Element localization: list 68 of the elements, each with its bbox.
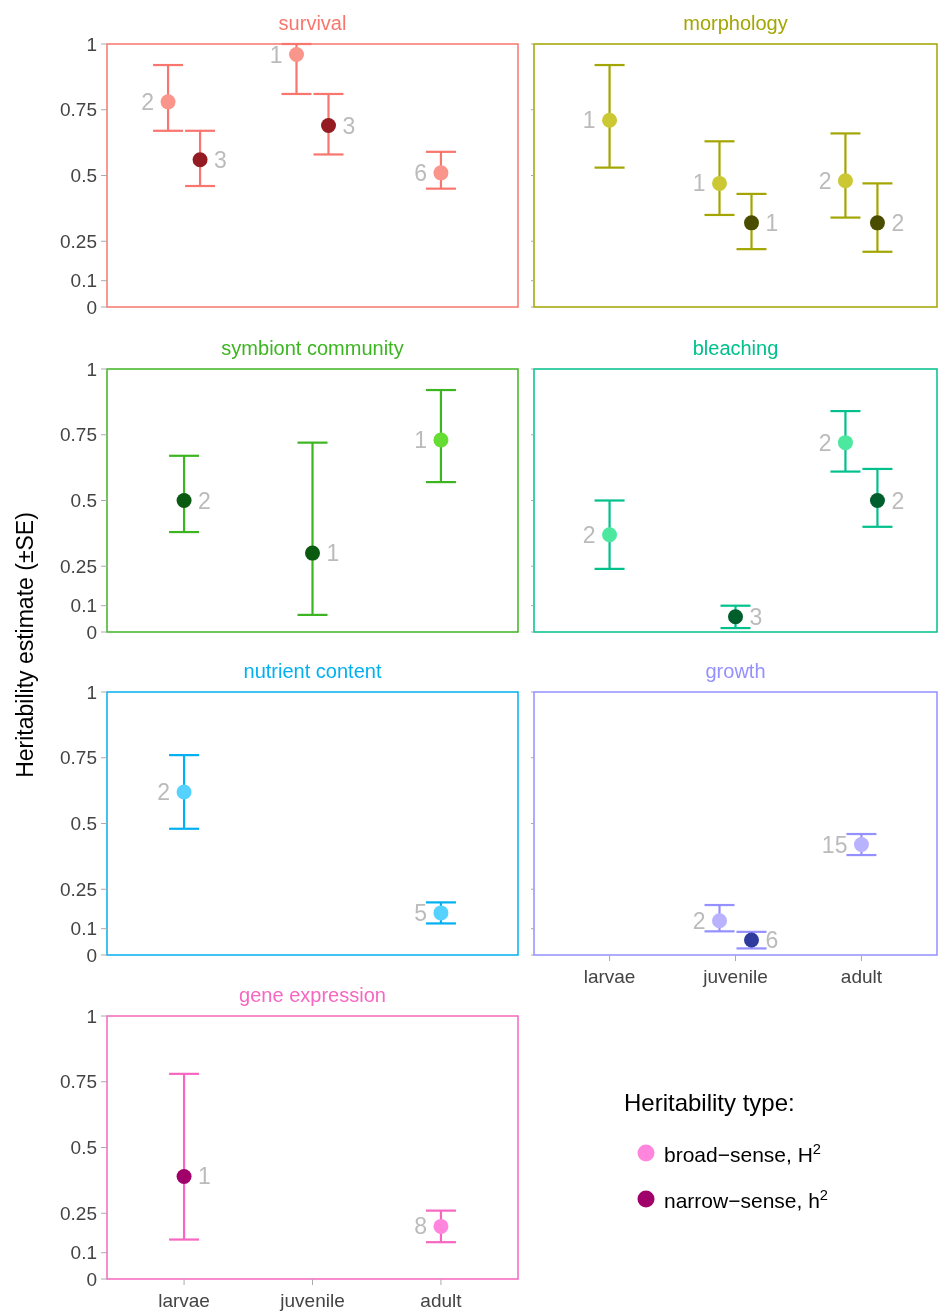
chart-title: growth [705, 660, 766, 682]
annotation: 2 [891, 209, 905, 236]
y-tick-label: 0.1 [70, 1242, 97, 1264]
y-tick-label: 0.5 [70, 165, 97, 187]
annotation: 1 [198, 1163, 211, 1190]
chart-title: survival [278, 12, 347, 34]
point [433, 432, 449, 448]
y-tick-label: 0.75 [60, 99, 97, 121]
annotation: 1 [269, 41, 283, 68]
annotation: 6 [765, 927, 779, 954]
annotation: 1 [582, 107, 596, 134]
annotation: 1 [692, 170, 706, 197]
y-tick-label: 0.75 [60, 424, 97, 446]
legend-title: Heritability type: [624, 1089, 795, 1116]
chart-title: nutrient content [243, 660, 382, 682]
annotation: 2 [157, 778, 171, 805]
y-axis-title: Heritability estimate (±SE) [12, 512, 38, 778]
y-tick-label: 0.1 [70, 918, 97, 940]
y-tick-label: 0 [86, 1268, 97, 1290]
annotation: 2 [891, 487, 905, 514]
y-tick-label: 0.5 [70, 813, 97, 835]
annotation: 5 [414, 899, 427, 926]
y-tick-label: 1 [86, 33, 97, 55]
y-tick-label: 0.25 [60, 878, 97, 900]
y-tick-label: 0.75 [60, 747, 97, 769]
annotation: 2 [818, 167, 832, 194]
annotation: 2 [818, 429, 832, 456]
annotation: 3 [342, 112, 356, 139]
annotation: 1 [765, 209, 779, 236]
y-tick-label: 0.1 [70, 595, 97, 617]
y-tick-label: 0.75 [60, 1071, 97, 1093]
annotation: 3 [214, 146, 227, 173]
y-tick-label: 0.25 [60, 555, 97, 577]
x-tick-label: juvenile [279, 1290, 345, 1311]
annotation: 6 [414, 159, 427, 186]
annotation: 2 [582, 521, 596, 548]
legend-label: narrow−sense, h$^{2}$ [664, 1187, 829, 1212]
chart-title: gene expression [239, 984, 386, 1006]
point [176, 493, 192, 508]
annotation: 1 [326, 540, 340, 567]
y-tick-label: 0 [86, 296, 97, 318]
annotation: 3 [749, 603, 763, 630]
y-tick-label: 0 [86, 944, 97, 966]
y-tick-label: 1 [86, 681, 97, 703]
y-tick-label: 0 [86, 621, 97, 643]
chart-title: bleaching [692, 337, 779, 359]
x-tick-label: larvae [583, 966, 636, 987]
annotation: 2 [692, 907, 706, 934]
x-tick-label: adult [840, 966, 883, 987]
chart-title: morphology [683, 12, 788, 34]
point [305, 545, 320, 561]
legend-label: broad−sense, H$^{2}$ [664, 1141, 822, 1166]
annotation: 2 [141, 88, 155, 115]
y-tick-label: 0.5 [70, 1137, 97, 1159]
y-tick-label: 1 [86, 358, 97, 380]
y-tick-label: 0.1 [70, 270, 97, 292]
annotation: 2 [198, 487, 211, 514]
y-tick-label: 1 [86, 1005, 97, 1027]
y-tick-label: 0.25 [60, 1202, 97, 1224]
annotation: 1 [414, 427, 427, 454]
chart-title: symbiont community [221, 337, 404, 359]
y-tick-label: 0.25 [60, 230, 97, 252]
x-tick-label: adult [420, 1290, 463, 1311]
x-tick-label: juvenile [702, 966, 768, 987]
y-tick-label: 0.5 [70, 490, 97, 512]
x-tick-label: larvae [158, 1290, 210, 1311]
annotation: 15 [821, 831, 848, 858]
annotation: 8 [414, 1213, 427, 1240]
